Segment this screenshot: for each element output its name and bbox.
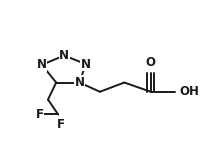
- Text: N: N: [59, 49, 69, 62]
- Text: N: N: [81, 58, 91, 71]
- Text: F: F: [36, 108, 44, 121]
- Text: N: N: [75, 76, 85, 89]
- Text: OH: OH: [179, 85, 199, 98]
- Text: O: O: [146, 56, 156, 69]
- Text: F: F: [57, 118, 65, 131]
- Text: N: N: [37, 58, 47, 71]
